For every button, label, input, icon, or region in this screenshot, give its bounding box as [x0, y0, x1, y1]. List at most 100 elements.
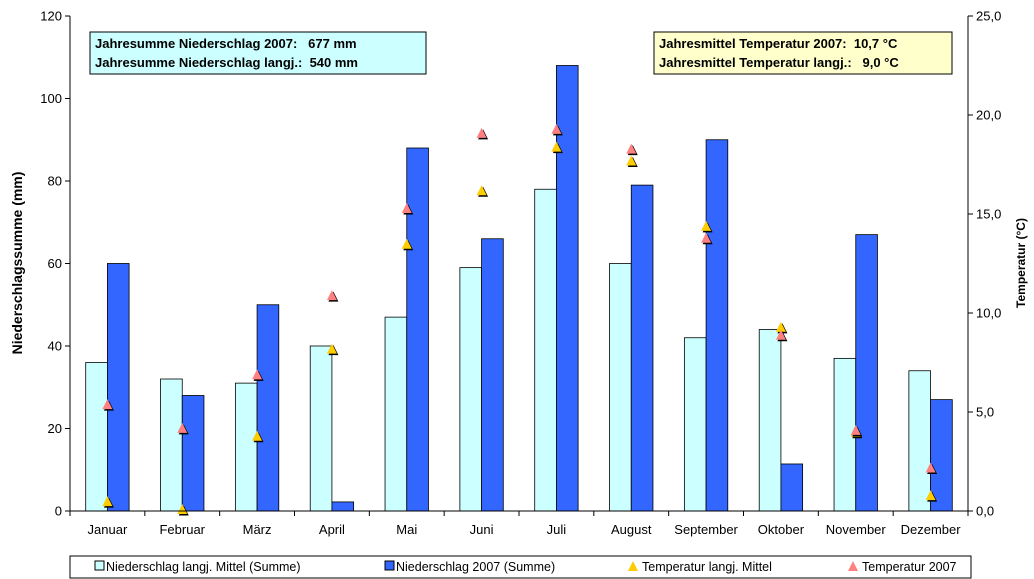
y2-tick-label: 20,0 [976, 108, 1001, 123]
bar-precip-longterm [309, 345, 333, 512]
legend-swatch-precip-longterm [94, 560, 105, 571]
temperature-info-line-2: Jahresmittel Temperatur langj.: 9,0 °C [659, 55, 899, 70]
legend-item-precip-longterm: Niederschlag langj. Mittel (Summe) [94, 560, 301, 574]
bar-precip-2007 [406, 147, 429, 512]
marker-temp-2007 [177, 422, 188, 433]
legend-item-temp-longterm: Temperatur langj. Mittel [628, 560, 772, 574]
bar-precip-2007 [780, 463, 804, 512]
temperature-info-box-bg [653, 31, 953, 75]
bar-precip-2007 [107, 263, 130, 512]
bar-precip-longterm [234, 382, 258, 512]
x-tick-label: Januar [88, 522, 128, 537]
x-tick-label: Oktober [758, 522, 805, 537]
legend: Niederschlag langj. Mittel (Summe) Niede… [69, 555, 972, 579]
y2-tick-label: 25,0 [976, 9, 1001, 24]
legend-item-temp-2007: Temperatur 2007 [848, 560, 957, 574]
marker-temp-2007 [925, 462, 936, 473]
marker-temp-2007 [551, 123, 562, 134]
marker-temp-2007 [401, 203, 412, 214]
marker-temp-longterm [701, 220, 712, 231]
bar-precip-2007 [331, 501, 355, 512]
y2-axis-title: Temperatur (°C) [1014, 218, 1028, 308]
marker-temp-longterm [102, 496, 113, 507]
legend-label-precip-2007: Niederschlag 2007 (Summe) [396, 560, 555, 574]
y-tick-label: 40 [48, 339, 62, 354]
marker-temp-longterm [476, 185, 487, 196]
left-axis-ticks: 0 20 40 60 80 100 120 [40, 9, 70, 519]
bar-precip-longterm [160, 378, 183, 512]
legend-label-temp-2007: Temperatur 2007 [862, 560, 957, 574]
x-tick-label: Mai [396, 522, 417, 537]
legend-frame [69, 555, 972, 579]
precipitation-info-line-2: Jahresumme Niederschlag langj.: 540 mm [95, 55, 358, 70]
marker-temp-longterm [626, 155, 637, 166]
y-tick-label: 80 [48, 174, 62, 189]
bar-precip-2007 [630, 184, 654, 512]
legend-label-temp-longterm: Temperatur langj. Mittel [642, 560, 772, 574]
bar-precip-2007 [256, 304, 280, 512]
x-tick-label: Juli [547, 522, 567, 537]
x-tick-label: April [319, 522, 345, 537]
marker-temp-longterm [925, 490, 936, 501]
y2-tick-label: 10,0 [976, 306, 1001, 321]
x-tick-label: März [243, 522, 272, 537]
marker-temp-longterm [326, 343, 337, 354]
x-tick-label: Juni [470, 522, 494, 537]
bar-precip-longterm [384, 316, 408, 512]
bar-precip-longterm [85, 362, 108, 512]
y-tick-label: 100 [40, 91, 62, 106]
x-tick-label: September [674, 522, 738, 537]
y-tick-label: 20 [48, 421, 62, 436]
bar-precip-2007 [705, 139, 729, 512]
marker-temp-2007 [626, 143, 637, 154]
marker-temp-2007 [252, 369, 263, 380]
marker-temp-longterm [252, 430, 263, 441]
x-axis-ticks: Januar Februar März April Mai Juni Juli August S… [69, 511, 969, 537]
bar-precip-2007 [855, 234, 878, 512]
marker-temp-longterm [551, 141, 562, 152]
marker-temp-2007 [850, 424, 861, 435]
marker-layer [102, 123, 938, 516]
x-tick-label: November [826, 522, 887, 537]
legend-swatch-temp-2007 [848, 561, 858, 571]
y2-tick-label: 15,0 [976, 207, 1001, 222]
temperature-info-line-1: Jahresmittel Temperatur 2007: 10,7 °C [659, 36, 898, 51]
bar-precip-2007 [181, 395, 205, 512]
bar-precip-longterm [683, 337, 707, 512]
bar-precip-longterm [908, 370, 931, 512]
y2-tick-label: 5,0 [976, 405, 994, 420]
y2-tick-label: 0,0 [976, 504, 994, 519]
bar-precip-longterm [459, 267, 482, 512]
x-tick-label: August [611, 522, 652, 537]
precipitation-info-box: Jahresumme Niederschlag 2007: 677 mm Jah… [89, 31, 427, 75]
bar-precip-longterm [758, 329, 782, 512]
precipitation-info-line-1: Jahresumme Niederschlag 2007: 677 mm [95, 36, 357, 51]
marker-temp-2007 [775, 329, 786, 340]
x-tick-label: Februar [159, 522, 205, 537]
y-tick-label: 0 [55, 504, 62, 519]
bar-precip-longterm [609, 263, 632, 512]
bar-layer [85, 65, 953, 512]
legend-item-precip-2007: Niederschlag 2007 (Summe) [384, 560, 555, 574]
marker-temp-longterm [775, 321, 786, 332]
marker-temp-2007 [701, 232, 712, 243]
precipitation-info-box-bg [89, 31, 427, 75]
legend-swatch-precip-2007 [384, 560, 395, 571]
marker-temp-2007 [476, 127, 487, 138]
marker-temp-longterm [177, 504, 188, 515]
right-axis-ticks: 0,0 5,0 10,0 15,0 20,0 25,0 [968, 9, 1001, 519]
marker-temp-2007 [326, 290, 337, 301]
bar-precip-longterm [534, 188, 557, 512]
marker-temp-2007 [102, 399, 113, 410]
legend-label-precip-longterm: Niederschlag langj. Mittel (Summe) [106, 560, 301, 574]
x-tick-label: Dezember [901, 522, 962, 537]
y-tick-label: 120 [40, 9, 62, 24]
legend-swatch-temp-longterm [628, 561, 638, 571]
bar-precip-2007 [930, 399, 953, 512]
temperature-info-box: Jahresmittel Temperatur 2007: 10,7 °C Ja… [653, 31, 953, 75]
bar-precip-2007 [481, 238, 504, 512]
marker-temp-longterm [401, 238, 412, 249]
y-tick-label: 60 [48, 256, 62, 271]
y-axis-title: Niederschlagssumme (mm) [9, 172, 25, 355]
